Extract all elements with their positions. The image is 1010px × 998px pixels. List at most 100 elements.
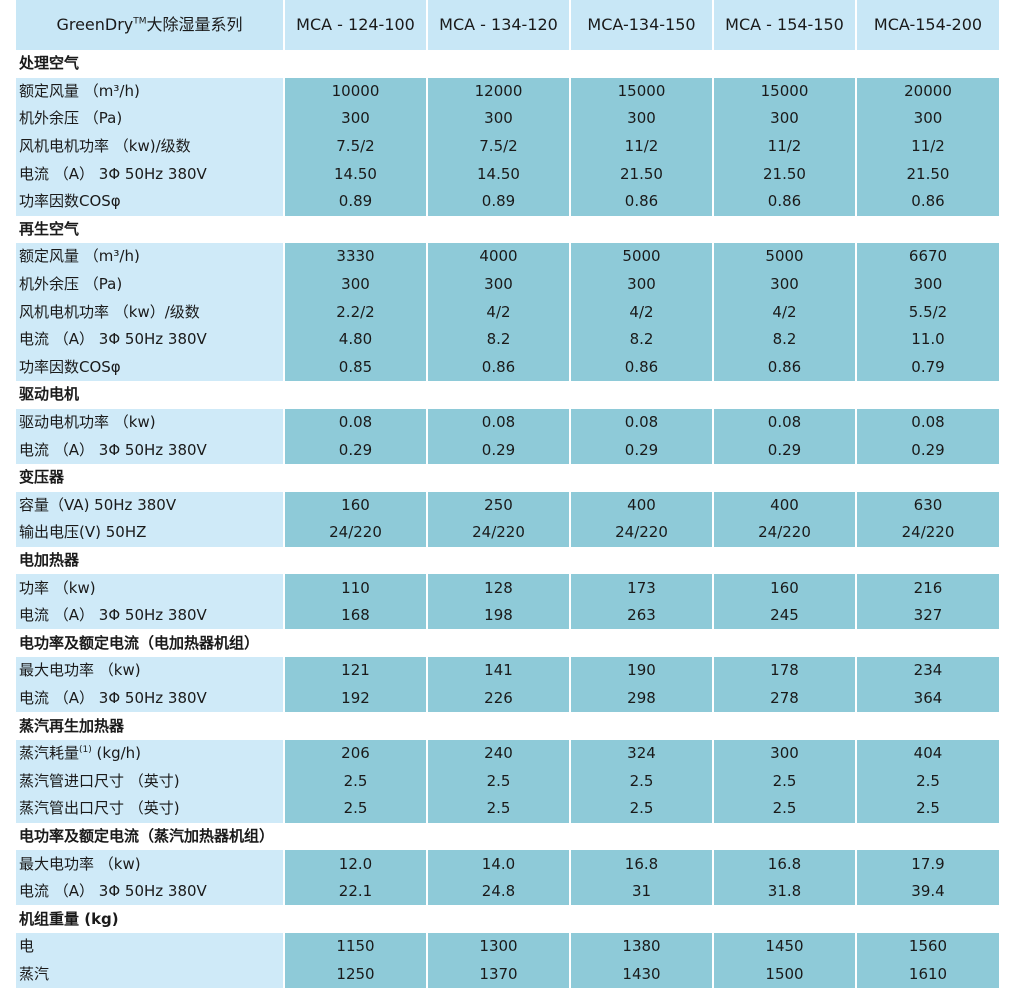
cell-value: 2.5 [283, 767, 427, 796]
cell-value: 24/220 [855, 519, 999, 547]
row-label-text: 功率因数COSφ [19, 192, 121, 211]
row-label-text: 最大电功率 （kw) [19, 854, 141, 873]
table-row: 机外余压 （Pa) 300 300 300 300 300 [16, 270, 999, 299]
section-row: 处理空气 [16, 50, 999, 78]
cell-value: 15000 [569, 77, 713, 106]
section-row: 电功率及额定电流（电加热器机组） [16, 629, 999, 658]
row-label: 蒸汽耗量(1) (kg/h) [16, 739, 284, 768]
cell-value: 2.5 [283, 795, 427, 823]
cell-value: 250 [426, 491, 570, 520]
row-label-text: 额定风量 （m³/h) [19, 81, 140, 100]
row-label: 蒸汽管进口尺寸 （英寸) [16, 767, 284, 796]
cell-value: 0.89 [283, 187, 427, 216]
cell-value: 20000 [855, 77, 999, 106]
cell-value: 4/2 [569, 298, 713, 326]
cell-value: 0.86 [569, 187, 713, 216]
cell-value: 364 [855, 684, 999, 713]
section-row: 蒸汽再生加热器 [16, 712, 999, 740]
cell-value: 404 [855, 739, 999, 768]
cell-value: 400 [569, 491, 713, 520]
row-label-text: 机外余压 （Pa) [19, 275, 123, 294]
cell-value: 24/220 [283, 519, 427, 547]
cell-value: 298 [569, 684, 713, 713]
cell-value: 226 [426, 684, 570, 713]
table-row: 电流 （A） 3Φ 50Hz 380V 14.50 14.50 21.50 21.50 2… [16, 160, 999, 188]
cell-value: 1610 [855, 960, 999, 989]
table-row: 电流 （A） 3Φ 50Hz 380V 0.29 0.29 0.29 0.29 0.29 [16, 436, 999, 464]
cell-value: 400 [712, 491, 856, 520]
cell-value: 0.85 [283, 353, 427, 382]
cell-value: 14.50 [283, 160, 427, 188]
cell-value: 178 [712, 657, 856, 685]
cell-value: 2.5 [426, 767, 570, 796]
cell-value: 5000 [569, 243, 713, 271]
cell-value: 0.86 [569, 353, 713, 382]
cell-value: 192 [283, 684, 427, 713]
cell-value: 11/2 [569, 132, 713, 161]
row-label: 输出电压(V) 50HZ [16, 519, 284, 547]
model-header: MCA - 124-100 [283, 0, 427, 50]
row-label-text: 风机电机功率 （kw）/级数 [19, 302, 200, 321]
row-label-text: 蒸汽耗量 [19, 744, 80, 763]
cell-value: 12000 [426, 77, 570, 106]
section-title: 变压器 [16, 463, 999, 492]
cell-value: 263 [569, 601, 713, 630]
cell-value: 1300 [426, 933, 570, 961]
cell-value: 0.08 [283, 408, 427, 437]
section-title: 处理空气 [16, 50, 999, 78]
row-label-text: 电 [19, 937, 35, 956]
row-label-text: 功率 （kw) [19, 578, 96, 597]
cell-value: 3330 [283, 243, 427, 271]
row-label: 机外余压 （Pa) [16, 105, 284, 133]
row-label-text: 容量（VA) 50Hz 380V [19, 495, 177, 514]
row-label-text: 蒸汽管出口尺寸 （英寸) [19, 799, 180, 818]
cell-value: 300 [283, 270, 427, 299]
table-body: 处理空气 额定风量 （m³/h) 10000 12000 15000 15000 20000… [16, 50, 999, 989]
row-label-text: 电流 （A） 3Φ 50Hz 380V [19, 606, 207, 625]
cell-value: 24.8 [426, 877, 570, 906]
cell-value: 16.8 [712, 850, 856, 878]
cell-value: 21.50 [712, 160, 856, 188]
cell-value: 198 [426, 601, 570, 630]
cell-value: 1450 [712, 933, 856, 961]
series-name: GreenDry [56, 15, 134, 34]
table-row: 蒸汽管进口尺寸 （英寸) 2.5 2.5 2.5 2.5 2.5 [16, 767, 999, 796]
cell-value: 300 [855, 105, 999, 133]
row-label-text: 功率因数COSφ [19, 357, 121, 376]
cell-value: 24/220 [569, 519, 713, 547]
table-row: 最大电功率 （kw) 12.0 14.0 16.8 16.8 17.9 [16, 850, 999, 878]
section-title: 电功率及额定电流（电加热器机组） [16, 629, 999, 658]
row-label: 电流 （A） 3Φ 50Hz 380V [16, 325, 284, 354]
cell-value: 1250 [283, 960, 427, 989]
cell-value: 5.5/2 [855, 298, 999, 326]
row-label-text: 风机电机功率 （kw)/级数 [19, 137, 191, 156]
section-title: 电功率及额定电流（蒸汽加热器机组） [16, 822, 999, 851]
table-row: 功率因数COSφ 0.89 0.89 0.86 0.86 0.86 [16, 187, 999, 216]
row-label: 电流 （A） 3Φ 50Hz 380V [16, 684, 284, 713]
cell-value: 17.9 [855, 850, 999, 878]
footnote-mark: (1) [79, 745, 92, 756]
cell-value: 4/2 [712, 298, 856, 326]
cell-value: 110 [283, 574, 427, 602]
cell-value: 1500 [712, 960, 856, 989]
cell-value: 160 [283, 491, 427, 520]
row-label: 额定风量 （m³/h) [16, 243, 284, 271]
cell-value: 1370 [426, 960, 570, 989]
model-header: MCA-154-200 [855, 0, 999, 50]
cell-value: 0.08 [855, 408, 999, 437]
cell-value: 0.29 [569, 436, 713, 464]
table-row: 额定风量 （m³/h) 10000 12000 15000 15000 20000 [16, 77, 999, 106]
cell-value: 300 [569, 270, 713, 299]
cell-value: 6670 [855, 243, 999, 271]
cell-value: 190 [569, 657, 713, 685]
cell-value: 8.2 [426, 325, 570, 354]
model-header: MCA-134-150 [569, 0, 713, 50]
row-label: 驱动电机功率 （kw) [16, 408, 284, 437]
cell-value: 0.86 [855, 187, 999, 216]
table-row: 电流 （A） 3Φ 50Hz 380V 4.80 8.2 8.2 8.2 11.0 [16, 325, 999, 354]
cell-value: 21.50 [855, 160, 999, 188]
cell-value: 1380 [569, 933, 713, 961]
cell-value: 8.2 [712, 325, 856, 354]
cell-value: 0.79 [855, 353, 999, 382]
cell-value: 2.2/2 [283, 298, 427, 326]
